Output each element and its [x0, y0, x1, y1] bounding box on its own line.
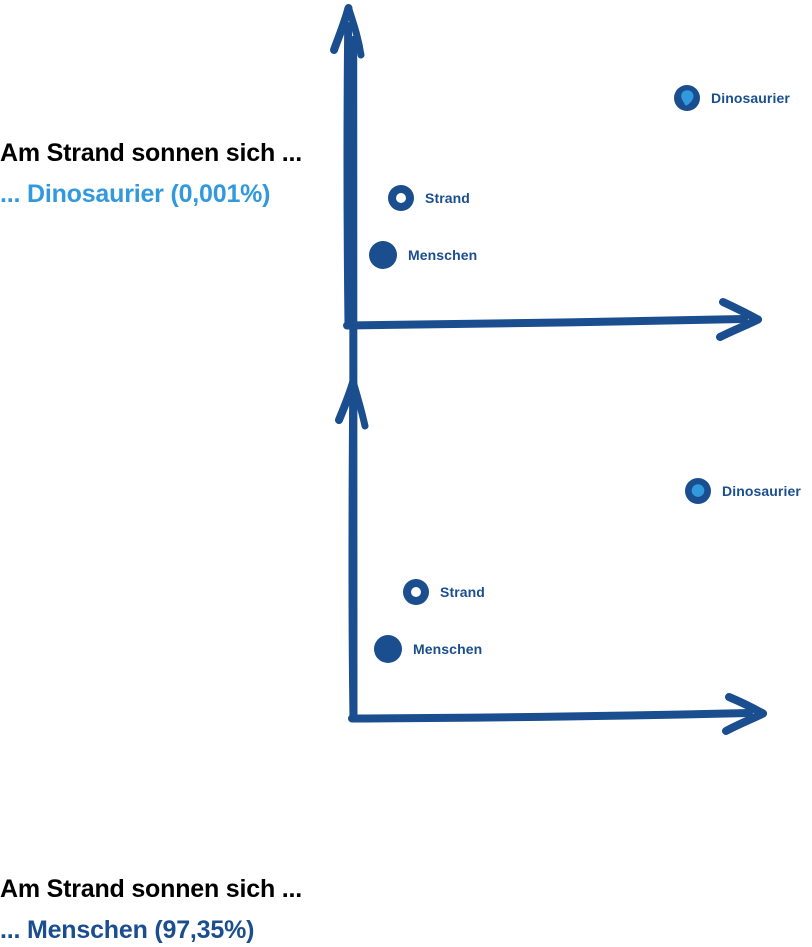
scatter-plot-bottom: Dinosaurier Strand Menschen	[320, 36, 812, 736]
ring-icon	[403, 579, 429, 605]
data-point-dinosaurier[interactable]: Dinosaurier	[685, 478, 801, 504]
data-point-label: Dinosaurier	[722, 483, 801, 499]
page-title: Am Strand sonnen sich ...	[0, 875, 302, 903]
caption-block-top: Am Strand sonnen sich ... ... Dinosaurie…	[0, 136, 330, 211]
caption-subtitle: ... Menschen (97,35%)	[0, 916, 255, 944]
caption-subtitle: ... Dinosaurier (0,001%)	[0, 180, 271, 208]
solid-circle-icon	[374, 635, 402, 663]
ring-icon	[388, 185, 414, 211]
page-title: Am Strand sonnen sich ...	[0, 139, 302, 167]
chart-panel-dinosaurier: Am Strand sonnen sich ... ... Dinosaurie…	[0, 0, 812, 368]
data-point-dinosaurier[interactable]: Dinosaurier	[674, 85, 790, 111]
data-point-strand[interactable]: Strand	[388, 185, 470, 211]
scatter-plot-top: Dinosaurier Strand Menschen	[320, 0, 812, 368]
data-point-label: Menschen	[408, 247, 478, 263]
hand-drawn-axes-icon	[335, 36, 767, 735]
data-point-strand[interactable]: Strand	[403, 579, 485, 605]
caption-block-bottom: Am Strand sonnen sich ... ... Menschen (…	[0, 872, 330, 947]
data-point-label: Dinosaurier	[711, 90, 790, 106]
dinosaurier-logo-icon	[674, 85, 700, 111]
data-point-label: Menschen	[413, 641, 483, 657]
hand-drawn-axes-icon	[330, 4, 762, 341]
dinosaurier-logo-icon	[685, 478, 711, 504]
data-point-menschen[interactable]: Menschen	[374, 635, 482, 663]
chart-panel-menschen: Am Strand sonnen sich ... ... Menschen (…	[0, 36, 812, 944]
data-point-label: Strand	[440, 584, 485, 600]
data-point-label: Strand	[425, 190, 470, 206]
data-point-menschen[interactable]: Menschen	[369, 241, 477, 269]
solid-circle-icon	[369, 241, 397, 269]
